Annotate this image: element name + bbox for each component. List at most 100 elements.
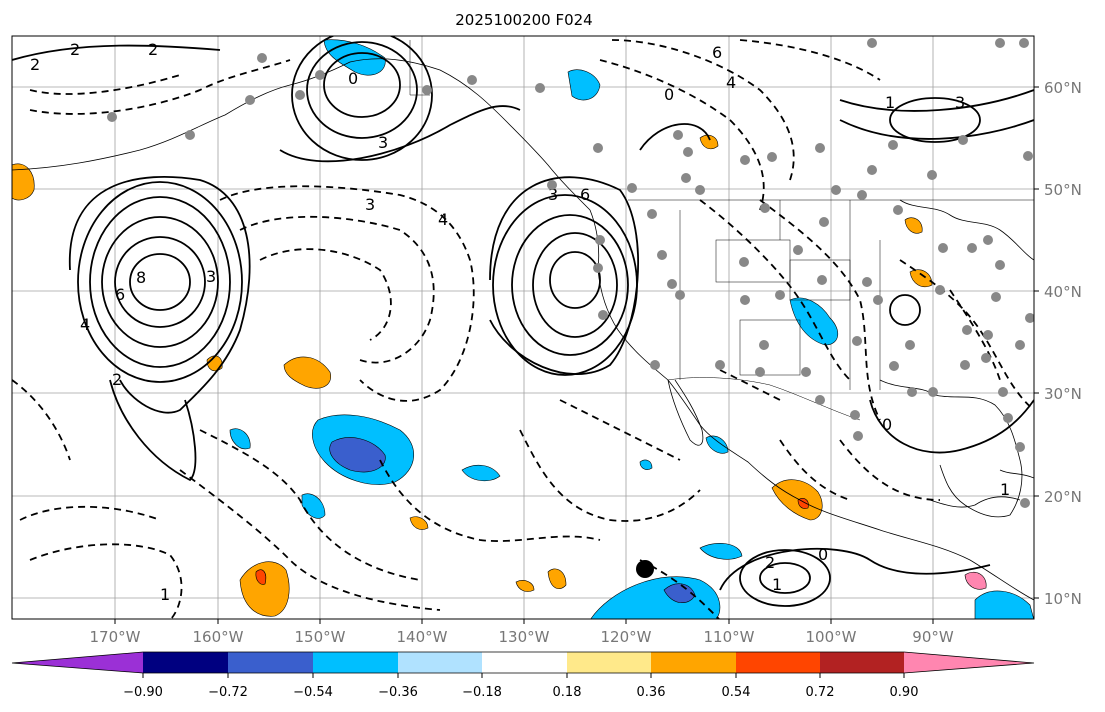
lat-label: 50°N	[1044, 181, 1082, 199]
alaska-yukon-border	[409, 40, 430, 96]
contour-label: 1	[772, 575, 782, 594]
positive-anomaly-patch	[547, 568, 567, 590]
colorbar: −0.90 −0.72 −0.54 −0.36 −0.18 0.18 0.36 …	[11, 651, 1035, 700]
lat-label: 40°N	[1044, 283, 1082, 301]
negative-anomaly-patch	[789, 297, 838, 346]
west-coast-north-america	[589, 209, 1034, 601]
colorbar-extend-max	[904, 652, 1034, 673]
solid-contours	[12, 36, 1034, 607]
lat-label: 30°N	[1044, 385, 1082, 403]
contour-label: 3	[365, 195, 375, 214]
positive-anomaly-patch	[904, 217, 923, 234]
positive-anomaly-patch	[409, 516, 429, 530]
colorbar-segment	[398, 652, 482, 673]
colorbar-segment	[482, 652, 567, 673]
us-mexico-border	[667, 377, 861, 421]
strong-positive-anomaly-patch	[797, 498, 809, 509]
negative-anomaly-patch	[699, 543, 743, 560]
ridge-contour	[69, 175, 251, 414]
contour-label: 6	[712, 43, 722, 62]
graticule	[12, 36, 1034, 619]
lon-label: 170°W	[90, 628, 141, 646]
colorbar-tick-label: 0.18	[553, 685, 582, 700]
lat-label: 10°N	[1044, 590, 1082, 608]
colorbar-tick-label: −0.36	[378, 685, 418, 700]
latitude-labels: 60°N 50°N 40°N 30°N 20°N 10°N	[1044, 79, 1082, 608]
lat-label: 60°N	[1044, 79, 1082, 97]
map-panel: 8 6 4 3 2 1 0 2 3 4 6 3 2 1 0 4 6 3 2 3	[11, 35, 1082, 646]
positive-anomaly-patch	[515, 580, 535, 592]
colorbar-segment	[736, 652, 820, 673]
positive-anomaly-patch	[771, 479, 823, 521]
colorbar-segment	[567, 652, 651, 673]
caribbean-coast	[999, 469, 1034, 479]
colorbar-segment	[820, 652, 904, 673]
positive-anomaly-patch	[909, 269, 933, 288]
colorbar-segment	[143, 652, 228, 673]
colorbar-tick-label: 0.90	[890, 685, 919, 700]
colorbar-extend-min	[12, 652, 143, 673]
colorbar-segment	[228, 652, 313, 673]
contour-label: 3	[955, 93, 965, 112]
contour-label: 6	[580, 185, 590, 204]
contour-label: 2	[112, 370, 122, 389]
great-lakes	[899, 199, 1034, 261]
baja-peninsula	[667, 379, 704, 446]
positive-anomaly-patch	[239, 561, 290, 617]
contour-label: 1	[1000, 480, 1010, 499]
colorbar-tick-label: 0.72	[806, 685, 835, 700]
colorbar-segment	[313, 652, 398, 673]
colorbar-segment	[651, 652, 736, 673]
negative-anomaly-patch	[461, 464, 501, 482]
contour-label: 0	[664, 85, 674, 104]
negative-anomaly-patch	[229, 428, 251, 450]
lon-label: 120°W	[601, 628, 652, 646]
longitude-labels: 170°W 160°W 150°W 140°W 130°W 120°W 110°…	[90, 628, 954, 646]
colorbar-tick-label: 0.54	[722, 685, 751, 700]
contour-label: 0	[348, 69, 358, 88]
lon-label: 140°W	[397, 628, 448, 646]
contour-label: 6	[115, 285, 125, 304]
negative-anomaly-patch	[974, 590, 1034, 619]
positive-anomaly-patch	[206, 355, 223, 372]
contour-label: 2	[70, 40, 80, 59]
strong-negative-anomaly-patch	[329, 437, 386, 473]
state-border	[739, 319, 801, 376]
colorbar-tick-label: −0.72	[208, 685, 248, 700]
contour-label: 4	[80, 315, 90, 334]
map-frame	[11, 35, 1035, 620]
contour-label: 1	[160, 585, 170, 604]
lon-label: 100°W	[806, 628, 857, 646]
positive-anomaly-patch	[12, 163, 35, 201]
cyclone-position-marker	[636, 560, 654, 578]
lon-label: 110°W	[704, 628, 755, 646]
strong-negative-anomaly-patch	[663, 583, 696, 603]
colorbar-tick-label: −0.54	[293, 685, 333, 700]
lon-label: 160°W	[193, 628, 244, 646]
colorbar-tick-label: 0.36	[637, 685, 666, 700]
negative-anomaly-patch	[567, 69, 601, 101]
contour-label: 2	[30, 55, 40, 74]
contour-label: 3	[548, 185, 558, 204]
contour-label: 4	[438, 210, 448, 229]
strong-positive-anomaly-patch	[255, 569, 267, 585]
contour-label: 3	[206, 267, 216, 286]
contour-label: 8	[136, 268, 146, 287]
axis-ticks	[114, 86, 1039, 624]
lat-label: 20°N	[1044, 488, 1082, 506]
contour-label: 4	[726, 73, 736, 92]
lon-label: 130°W	[499, 628, 550, 646]
contour-label: 0	[882, 415, 892, 434]
contour-label: 3	[378, 133, 388, 152]
contour-label: 2	[148, 40, 158, 59]
positive-anomaly-patch	[283, 356, 331, 389]
figure-title: 2025100200 F024	[455, 11, 592, 29]
dashed-contours	[12, 39, 1034, 619]
station-markers	[107, 38, 1034, 508]
cuba-coast	[929, 496, 1021, 508]
contour-labels: 8 6 4 3 2 1 0 2 3 4 6 3 2 1 0 4 6 3 2 3	[30, 40, 1010, 604]
contour-label: 2	[765, 553, 775, 572]
negative-anomaly-patch	[705, 435, 729, 454]
contour-label: 1	[885, 93, 895, 112]
